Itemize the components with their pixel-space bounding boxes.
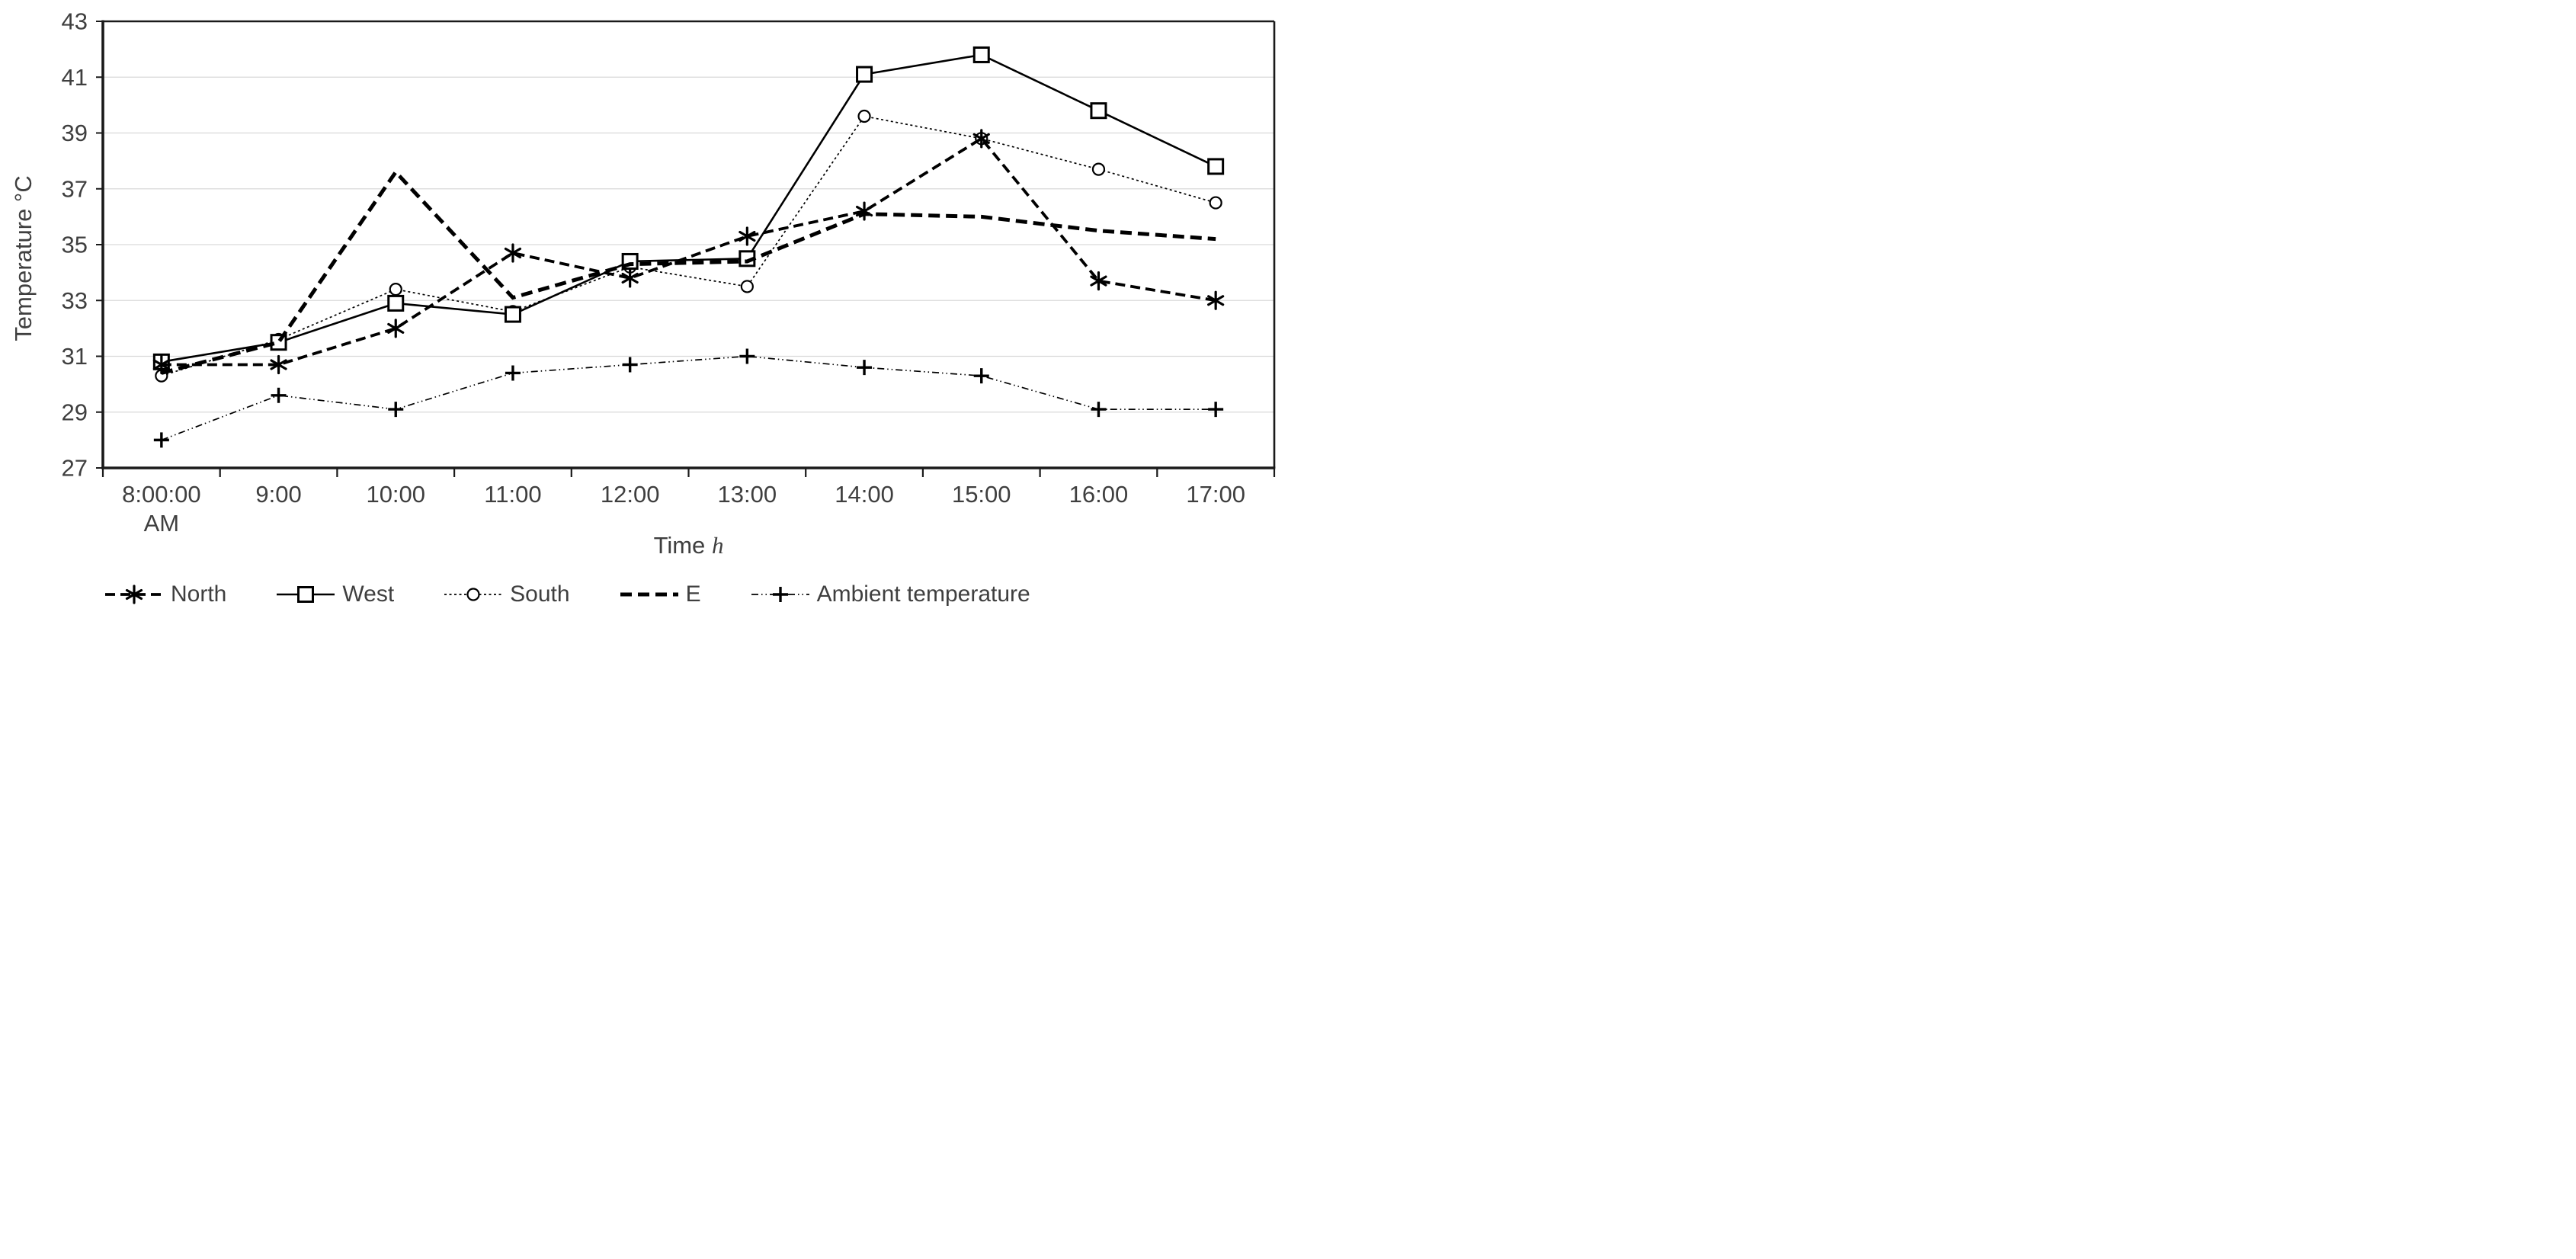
asterisk-marker-icon: [504, 243, 522, 263]
y-axis-title: Temperature °C: [10, 175, 37, 341]
plus-marker-icon: [153, 432, 169, 448]
circle-marker-icon: [857, 109, 871, 123]
plus-marker-icon: [622, 357, 638, 373]
plus-marker-icon: [739, 348, 755, 364]
x-tick-label: 17:00: [1186, 481, 1245, 508]
temperature-line-chart: 27 29 31 33 35 37 39 41 43 8:00:00 AM 9:00 10:00 11:0…: [0, 0, 1288, 630]
asterisk-marker-icon: [972, 129, 990, 149]
x-tick-label: 10:00: [366, 481, 425, 508]
e-dashed-swatch-icon: [620, 592, 678, 597]
asterisk-marker-icon: [739, 226, 756, 246]
y-tick-label: 37: [62, 175, 88, 202]
square-marker-icon: [1207, 158, 1225, 175]
y-tick-label: 39: [62, 120, 88, 146]
series-line-south: [161, 115, 1216, 376]
series-line-west: [161, 53, 1216, 364]
y-tick-label: 35: [62, 232, 88, 258]
legend-item-west: West: [277, 581, 394, 607]
y-tick-label: 31: [62, 343, 88, 370]
legend: North West South E Ambient temperature: [105, 581, 1030, 607]
plus-marker-icon: [1208, 402, 1224, 418]
legend-label-south: South: [510, 581, 570, 607]
west-solid-square-swatch-icon: [277, 586, 335, 603]
y-tick-label: 33: [62, 287, 88, 314]
x-axis-title: Time h: [103, 532, 1274, 559]
series-south: [155, 109, 1222, 383]
circle-marker-icon: [389, 283, 402, 296]
asterisk-marker-icon: [152, 354, 170, 375]
circle-marker-icon: [1091, 162, 1106, 176]
square-marker-icon: [504, 306, 521, 323]
y-tick-label: 43: [62, 8, 88, 35]
legend-item-north: North: [105, 581, 226, 607]
plus-marker-icon: [388, 402, 404, 418]
plus-marker-icon: [973, 368, 989, 384]
asterisk-marker-icon: [1207, 290, 1225, 310]
x-tick-label: 9:00: [255, 481, 301, 508]
x-tick-label: 14:00: [835, 481, 894, 508]
plus-marker-icon: [271, 387, 287, 403]
x-tick-label: 13:00: [718, 481, 777, 508]
plus-marker-icon: [505, 365, 521, 381]
asterisk-marker-icon: [1090, 271, 1107, 291]
asterisk-marker-icon: [621, 268, 639, 288]
square-marker-icon: [387, 294, 405, 312]
x-tick-label: 15:00: [952, 481, 1011, 508]
square-marker-icon: [297, 586, 315, 603]
asterisk-marker-icon: [855, 201, 873, 221]
series-line-e: [161, 168, 1216, 375]
asterisk-marker-icon: [387, 319, 405, 338]
plus-marker-icon: [772, 587, 788, 602]
legend-item-e: E: [620, 581, 701, 607]
x-tick-label: 11:00: [484, 481, 541, 508]
legend-item-south: South: [444, 581, 570, 607]
plus-marker-icon: [857, 360, 873, 376]
series-line-ambient-temperature: [161, 355, 1216, 441]
legend-label-ambient-temperature: Ambient temperature: [816, 581, 1030, 607]
square-marker-icon: [856, 66, 873, 83]
circle-marker-icon: [1209, 196, 1222, 210]
south-dotted-circle-swatch-icon: [444, 588, 503, 601]
x-tick-label: 16:00: [1069, 481, 1129, 508]
x-tick-label: 12:00: [601, 481, 660, 508]
ambient-dashdot-plus-swatch-icon: [751, 587, 809, 602]
x-axis-title-text: Time: [653, 532, 706, 559]
series-north: [152, 129, 1225, 375]
square-marker-icon: [972, 46, 990, 63]
asterisk-marker-icon: [125, 585, 143, 604]
square-marker-icon: [1090, 102, 1107, 120]
x-tick-label: 8:00:00: [122, 481, 200, 508]
x-axis-title-variable: h: [711, 532, 724, 559]
legend-label-e: E: [685, 581, 701, 607]
asterisk-marker-icon: [270, 354, 287, 375]
circle-marker-icon: [466, 588, 480, 601]
y-tick-label: 41: [62, 64, 88, 91]
series-ambient-temperature: [153, 348, 1224, 448]
series-e: [161, 168, 1216, 375]
legend-label-north: North: [171, 581, 227, 607]
series-west: [152, 46, 1225, 370]
y-tick-label: 29: [62, 399, 88, 425]
series-line-north: [161, 136, 1216, 367]
y-tick-label: 27: [62, 455, 88, 482]
legend-label-west: West: [342, 581, 395, 607]
north-dashed-asterisk-swatch-icon: [105, 585, 163, 604]
legend-item-ambient-temperature: Ambient temperature: [751, 581, 1030, 607]
plus-marker-icon: [1091, 402, 1107, 418]
x-tick-label: AM: [144, 510, 180, 537]
circle-marker-icon: [740, 280, 754, 293]
